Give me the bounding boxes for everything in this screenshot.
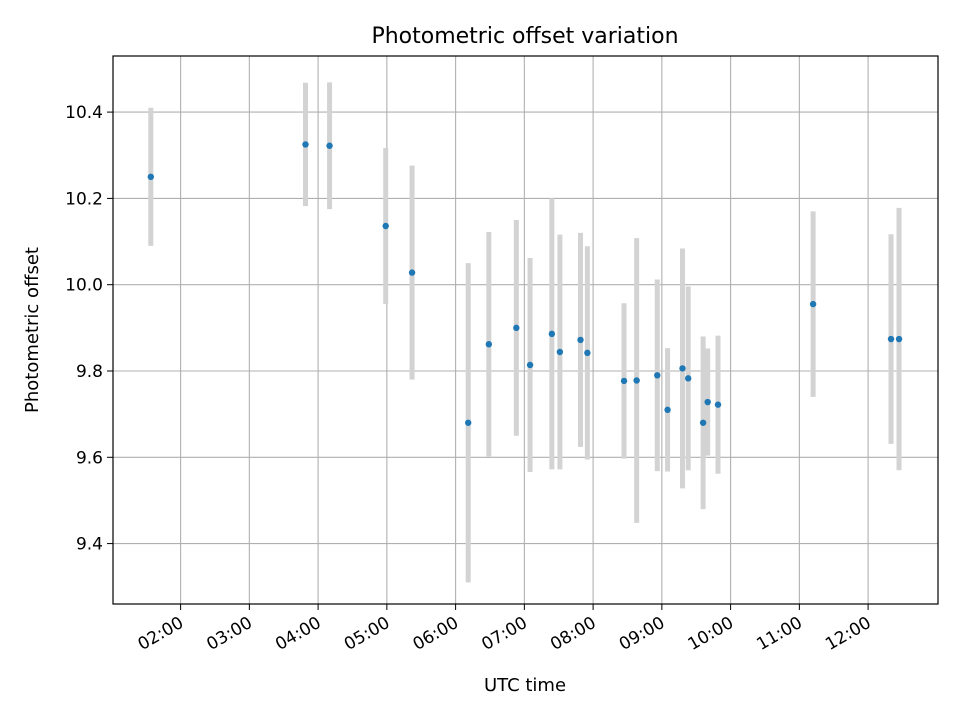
y-tick-label: 10.2	[65, 189, 103, 209]
x-tick-label: 10:00	[685, 613, 737, 655]
data-point	[699, 419, 707, 426]
data-point	[809, 300, 817, 308]
data-point	[465, 419, 472, 426]
data-point	[382, 222, 389, 230]
data-point	[548, 330, 556, 338]
data-point	[704, 398, 711, 406]
data-point	[664, 406, 671, 414]
x-tick-label: 02:00	[135, 613, 187, 655]
errorbars	[148, 82, 902, 583]
y-tick-label: 9.4	[76, 535, 103, 555]
data-point	[147, 173, 155, 181]
data-point	[895, 335, 903, 343]
x-axis-ticks: 02:00 03:00 04:00 05:00 06:00 07:00 08:00 09:00…	[135, 604, 875, 655]
data-point	[526, 361, 534, 369]
data-point	[584, 349, 591, 357]
y-axis-label: Photometric offset	[22, 247, 43, 413]
grid	[113, 56, 938, 604]
data-point	[577, 336, 584, 344]
x-axis-label: UTC time	[484, 675, 566, 696]
x-tick-label: 06:00	[410, 613, 462, 655]
data-point	[620, 377, 628, 385]
data-points	[147, 141, 903, 426]
data-point	[685, 375, 692, 382]
data-point	[326, 142, 333, 149]
data-point	[887, 335, 895, 343]
data-point	[654, 372, 661, 379]
data-point	[408, 269, 416, 276]
x-tick-label: 12:00	[822, 613, 874, 655]
y-axis-ticks: 9.4 9.6 9.8 10.0 10.2 10.4	[65, 103, 113, 555]
data-point	[513, 324, 520, 332]
y-tick-label: 10.0	[65, 276, 103, 296]
x-tick-label: 04:00	[272, 613, 324, 655]
chart-title: Photometric offset variation	[371, 24, 678, 49]
x-tick-label: 07:00	[478, 613, 530, 655]
x-tick-label: 08:00	[547, 613, 599, 655]
data-point	[485, 341, 493, 348]
data-point	[714, 401, 722, 408]
data-point	[679, 365, 686, 372]
x-tick-label: 11:00	[753, 613, 805, 655]
x-tick-label: 03:00	[203, 613, 255, 655]
data-point	[556, 348, 564, 356]
x-tick-label: 05:00	[341, 613, 393, 655]
y-tick-label: 9.8	[76, 362, 103, 382]
data-point	[633, 377, 640, 384]
data-point	[302, 141, 309, 148]
x-tick-label: 09:00	[616, 613, 668, 655]
y-tick-label: 10.4	[65, 103, 103, 123]
plot-frame	[112, 55, 939, 605]
y-tick-label: 9.6	[76, 448, 103, 468]
